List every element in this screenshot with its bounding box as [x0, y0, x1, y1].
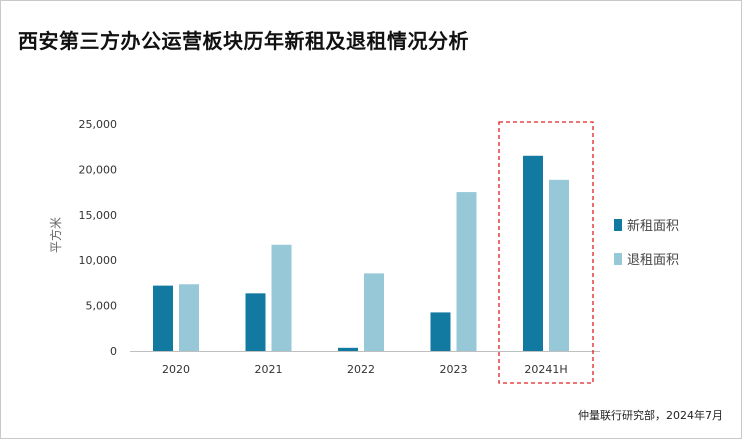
bar-lease-exit-2021 — [271, 244, 292, 351]
bar-lease-exit-2020 — [179, 284, 199, 351]
bar-new-lease-2023 — [430, 312, 451, 351]
legend-swatch — [614, 219, 622, 231]
y-axis-label: 平方米 — [48, 217, 63, 253]
x-tick-label: 2023 — [440, 363, 468, 376]
legend-swatch — [614, 253, 622, 265]
highlight-box — [498, 121, 594, 384]
y-tick-label: 5,000 — [86, 300, 118, 313]
bar-lease-exit-2022 — [364, 273, 384, 351]
y-tick-label: 25,000 — [79, 118, 118, 131]
bar-lease-exit-20241H — [549, 179, 569, 351]
y-tick-label: 20,000 — [79, 163, 118, 176]
bars — [153, 155, 569, 351]
source-note: 仲量联行研究部，2024年7月 — [578, 409, 723, 422]
bar-new-lease-2022 — [338, 347, 358, 351]
bar-new-lease-2021 — [245, 293, 266, 351]
legend-label: 退租面积 — [627, 253, 679, 268]
y-tick-label: 0 — [110, 345, 117, 358]
y-tick-label: 15,000 — [79, 209, 118, 222]
y-axis-tick-labels: 0 5,000 10,000 15,000 20,000 25,000 — [79, 118, 118, 358]
x-tick-label: 2021 — [255, 363, 283, 376]
chart-title: 西安第三方办公运营板块历年新租及退租情况分析 — [18, 29, 469, 53]
y-tick-label: 10,000 — [79, 254, 118, 267]
bar-new-lease-20241H — [523, 155, 543, 351]
bar-lease-exit-2023 — [456, 192, 477, 351]
x-tick-label: 2020 — [162, 363, 190, 376]
x-axis-tick-labels: 2020 2021 2022 2023 20241H — [162, 363, 568, 376]
x-tick-label: 2022 — [347, 363, 375, 376]
bar-new-lease-2020 — [153, 285, 173, 351]
legend-label: 新租面积 — [627, 218, 679, 234]
x-tick-label: 20241H — [524, 363, 567, 376]
